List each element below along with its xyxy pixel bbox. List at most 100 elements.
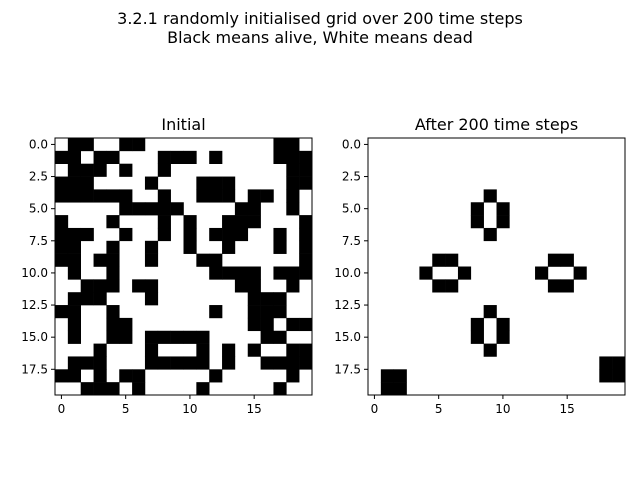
- heatmap-cell-alive: [80, 163, 94, 177]
- heatmap-cell-alive: [170, 202, 184, 216]
- heatmap-cell-alive: [106, 330, 120, 344]
- heatmap-cell-alive: [432, 253, 446, 267]
- heatmap-cell-alive: [55, 215, 69, 229]
- heatmap-cell-alive: [67, 189, 81, 203]
- heatmap-cell-alive: [119, 330, 133, 344]
- heatmap-cell-alive: [393, 369, 407, 383]
- heatmap-cell-alive: [273, 330, 287, 344]
- heatmap-cell-alive: [67, 227, 81, 242]
- heatmap-cell-alive: [196, 356, 210, 370]
- heatmap-cell-alive: [93, 343, 107, 357]
- heatmap-cell-alive: [234, 215, 249, 229]
- heatmap-cell-alive: [273, 240, 287, 254]
- heatmap-cell-alive: [93, 382, 107, 396]
- heatmap-cell-alive: [209, 189, 223, 203]
- heatmap-cell-alive: [67, 356, 81, 370]
- heatmap-cell-alive: [106, 150, 120, 164]
- heatmap-cell-alive: [496, 330, 510, 344]
- heatmap-cell-alive: [560, 279, 574, 293]
- heatmap-cell-alive: [247, 343, 261, 357]
- heatmap-cell-alive: [183, 227, 197, 242]
- x-tick-label: 15: [247, 402, 262, 416]
- heatmap-cell-alive: [380, 369, 394, 383]
- heatmap-cell-alive: [380, 382, 394, 396]
- heatmap-cell-alive: [299, 356, 313, 370]
- y-tick-label: 7.5: [342, 234, 361, 248]
- heatmap-cell-alive: [260, 356, 274, 370]
- heatmap-cell-alive: [55, 227, 69, 242]
- heatmap-cell-alive: [144, 202, 159, 216]
- y-tick-label: 12.5: [21, 298, 48, 312]
- heatmap-cell-alive: [445, 279, 459, 293]
- heatmap-cell-alive: [286, 279, 300, 293]
- heatmap-cell-alive: [132, 369, 146, 383]
- heatmap-cell-alive: [93, 253, 107, 267]
- heatmap-cell-alive: [67, 240, 81, 254]
- heatmap-cell-alive: [247, 279, 261, 293]
- y-tick-label: 2.5: [29, 170, 48, 184]
- x-tick-label: 0: [58, 402, 66, 416]
- heatmap-cell-alive: [209, 176, 223, 190]
- heatmap-cell-alive: [55, 176, 69, 190]
- heatmap-cell-alive: [67, 253, 81, 267]
- heatmap-cell-alive: [286, 343, 300, 357]
- heatmap-cell-alive: [67, 369, 81, 383]
- x-tick-label: 10: [182, 402, 197, 416]
- heatmap-cell-alive: [260, 189, 274, 203]
- heatmap-cell-alive: [132, 202, 146, 216]
- heatmap-cell-alive: [55, 189, 69, 203]
- heatmap-cell-alive: [55, 369, 69, 383]
- y-tick-label: 10.0: [334, 266, 361, 280]
- heatmap-cell-alive: [209, 369, 223, 383]
- heatmap-cell-alive: [260, 330, 274, 344]
- heatmap-cell-alive: [222, 189, 236, 203]
- heatmap-cell-alive: [470, 317, 484, 332]
- heatmap-cell-alive: [93, 279, 107, 293]
- heatmap-cell-alive: [55, 240, 69, 254]
- heatmap-cell-alive: [286, 369, 300, 383]
- heatmap-cell-alive: [80, 227, 94, 242]
- heatmap-cell-alive: [299, 253, 313, 267]
- heatmap-cell-alive: [273, 227, 287, 242]
- heatmap-cell-alive: [286, 150, 300, 164]
- heatmap-cell-alive: [299, 163, 313, 177]
- x-tick-label: 10: [495, 402, 510, 416]
- heatmap-cell-alive: [470, 330, 484, 344]
- heatmap-cell-alive: [483, 189, 497, 203]
- heatmap-cell-alive: [299, 227, 313, 242]
- heatmap-cell-alive: [299, 176, 313, 190]
- heatmap-cell-alive: [483, 305, 497, 319]
- heatmap-cell-alive: [119, 227, 133, 242]
- heatmap-cell-alive: [222, 227, 236, 242]
- heatmap-cell-alive: [483, 343, 497, 357]
- heatmap-cell-alive: [483, 227, 497, 242]
- heatmap-cell-alive: [157, 163, 171, 177]
- heatmap-cell-alive: [67, 266, 81, 280]
- heatmap-cell-alive: [80, 356, 94, 370]
- heatmap-cell-alive: [209, 227, 223, 242]
- heatmap-cell-alive: [222, 356, 236, 370]
- heatmap-cells: [55, 138, 313, 396]
- heatmap-cell-alive: [222, 266, 236, 280]
- x-tick-label: 15: [560, 402, 575, 416]
- heatmap-cell-alive: [67, 292, 81, 306]
- heatmap-cell-alive: [119, 189, 133, 203]
- heatmap-cell-alive: [55, 253, 69, 267]
- heatmap-cell-alive: [106, 253, 120, 267]
- heatmap-cell-alive: [299, 215, 313, 229]
- heatmap-cell-alive: [419, 266, 433, 280]
- heatmap-cell-alive: [286, 138, 300, 152]
- heatmap-panel-initial: Initial 0 5 10 15 0.0 2.5 5.0 7.5 10.0 12.5 15.0 17.…: [21, 115, 313, 416]
- heatmap-cell-alive: [273, 266, 287, 280]
- heatmap-cell-alive: [93, 292, 107, 306]
- heatmap-cell-alive: [93, 369, 107, 383]
- heatmap-cell-alive: [612, 369, 626, 383]
- figure-subtitle: Black means alive, White means dead: [167, 28, 473, 47]
- heatmap-cell-alive: [260, 292, 274, 306]
- heatmap-cell-alive: [144, 240, 159, 254]
- figure-title: 3.2.1 randomly initialised grid over 200…: [117, 9, 523, 28]
- heatmap-cell-alive: [222, 240, 236, 254]
- heatmap-cell-alive: [144, 356, 159, 370]
- heatmap-cell-alive: [183, 215, 197, 229]
- heatmap-cell-alive: [67, 138, 81, 152]
